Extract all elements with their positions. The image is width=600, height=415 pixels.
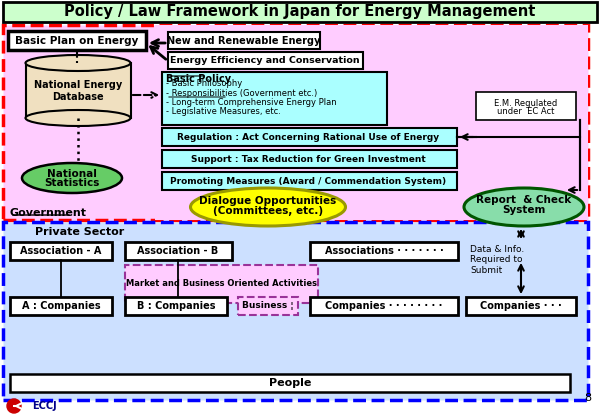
Bar — [162, 128, 457, 146]
Text: 8: 8 — [584, 393, 592, 403]
Text: Associations · · · · · · ·: Associations · · · · · · · — [325, 246, 443, 256]
Text: System: System — [502, 205, 545, 215]
Text: Companies · · · · · · · ·: Companies · · · · · · · · — [325, 301, 443, 311]
Text: National: National — [47, 169, 97, 179]
Text: New and Renewable Energy: New and Renewable Energy — [167, 36, 320, 46]
Text: Data & Info.
Required to
Submit: Data & Info. Required to Submit — [470, 245, 524, 275]
Text: Association - A: Association - A — [20, 246, 101, 256]
Bar — [310, 242, 458, 260]
Text: Companies · · ·: Companies · · · — [480, 301, 562, 311]
Text: - Legislative Measures, etc.: - Legislative Measures, etc. — [166, 107, 281, 117]
Bar — [26, 63, 131, 118]
Bar — [162, 172, 457, 190]
Text: (Committees, etc.): (Committees, etc.) — [213, 206, 323, 216]
Text: Basic Policy: Basic Policy — [166, 74, 231, 84]
Ellipse shape — [25, 55, 131, 71]
Bar — [168, 52, 363, 69]
Text: Market and Business Oriented Activities: Market and Business Oriented Activities — [125, 279, 317, 288]
Ellipse shape — [464, 188, 584, 226]
Text: Energy Efficiency and Conservation: Energy Efficiency and Conservation — [170, 56, 360, 65]
Text: - Responsibilities (Government etc.): - Responsibilities (Government etc.) — [166, 88, 317, 98]
Text: Basic Plan on Energy: Basic Plan on Energy — [16, 36, 139, 46]
Text: ECCJ: ECCJ — [32, 401, 56, 411]
Bar — [10, 242, 112, 260]
Text: People: People — [269, 378, 311, 388]
Circle shape — [7, 399, 21, 413]
Text: Business ¦: Business ¦ — [242, 302, 294, 310]
Bar — [310, 297, 458, 315]
Bar — [125, 297, 227, 315]
Bar — [3, 222, 588, 400]
Bar — [10, 374, 570, 392]
Bar — [238, 297, 298, 315]
Text: Dialogue Opportunities: Dialogue Opportunities — [199, 196, 337, 206]
Text: A : Companies: A : Companies — [22, 301, 100, 311]
Bar — [8, 31, 146, 50]
Bar — [155, 25, 588, 220]
Bar — [466, 297, 576, 315]
Ellipse shape — [191, 188, 346, 226]
Text: Support : Tax Reduction for Green Investment: Support : Tax Reduction for Green Invest… — [191, 154, 425, 164]
Text: Statistics: Statistics — [44, 178, 100, 188]
Text: National Energy: National Energy — [34, 81, 122, 90]
Text: under  EC Act: under EC Act — [497, 107, 554, 117]
Bar — [162, 72, 387, 125]
Text: Regulation : Act Concerning Rational Use of Energy: Regulation : Act Concerning Rational Use… — [177, 132, 439, 142]
Text: Government: Government — [10, 208, 87, 218]
Text: E.M. Regulated: E.M. Regulated — [494, 98, 557, 107]
Text: Report  & Check: Report & Check — [476, 195, 572, 205]
Ellipse shape — [22, 163, 122, 193]
Text: Database: Database — [52, 91, 104, 102]
Text: - Long-term Comprehensive Energy Plan: - Long-term Comprehensive Energy Plan — [166, 98, 337, 107]
Bar — [162, 150, 457, 168]
Bar — [168, 32, 320, 49]
Bar — [125, 265, 318, 303]
Bar — [10, 297, 112, 315]
Bar — [3, 25, 588, 220]
Text: B : Companies: B : Companies — [137, 301, 215, 311]
Text: Private Sector: Private Sector — [35, 227, 124, 237]
Text: - Basic Philosophy: - Basic Philosophy — [166, 79, 242, 88]
Ellipse shape — [25, 110, 131, 126]
Bar — [125, 242, 232, 260]
Bar — [3, 2, 597, 22]
Text: Promoting Measures (Award / Commendation System): Promoting Measures (Award / Commendation… — [170, 176, 446, 186]
Bar — [476, 92, 576, 120]
Text: Policy / Law Framework in Japan for Energy Management: Policy / Law Framework in Japan for Ener… — [64, 5, 536, 20]
Text: Association - B: Association - B — [137, 246, 218, 256]
